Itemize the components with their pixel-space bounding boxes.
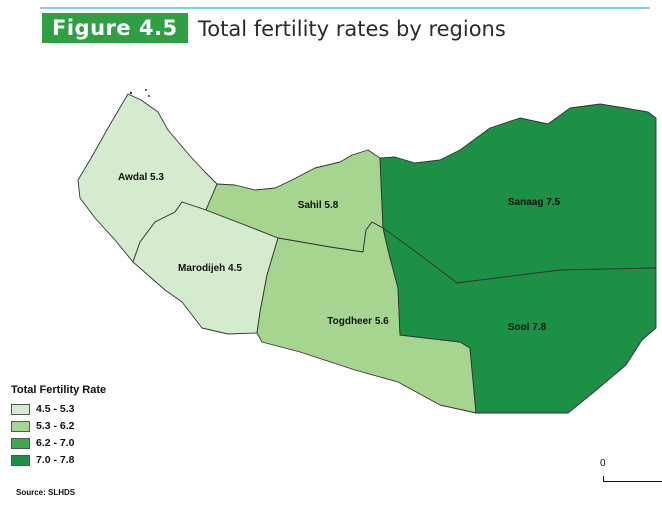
label-sahil: Sahil 5.8	[298, 200, 339, 211]
legend-label: 5.3 - 6.2	[36, 420, 75, 432]
legend-label: 7.0 - 7.8	[36, 454, 75, 466]
header-rule	[40, 7, 650, 9]
legend-label: 6.2 - 7.0	[36, 437, 75, 449]
legend-swatch	[11, 454, 30, 466]
island-dot	[129, 91, 133, 95]
island-dot	[148, 95, 150, 97]
label-awdal: Awdal 5.3	[118, 172, 164, 183]
region-sool[interactable]	[382, 227, 657, 414]
legend-swatch	[11, 437, 30, 449]
legend-swatch	[11, 403, 30, 415]
legend-item: 5.3 - 6.2	[11, 418, 106, 434]
legend-item: 7.0 - 7.8	[11, 452, 106, 468]
legend-item: 4.5 - 5.3	[11, 401, 106, 417]
label-sanaag: Sanaag 7.5	[508, 197, 561, 208]
map-legend: Total Fertility Rate 4.5 - 5.3 5.3 - 6.2…	[11, 384, 106, 469]
legend-swatch	[11, 420, 30, 432]
island-dot	[145, 89, 147, 91]
label-marodijeh: Marodijeh 4.5	[178, 263, 242, 274]
source-note: Source: SLHDS	[16, 488, 76, 497]
figure-number-badge: Figure 4.5	[42, 13, 188, 43]
label-togdheer: Togdheer 5.6	[327, 316, 389, 327]
legend-title: Total Fertility Rate	[11, 384, 107, 396]
scale-bar	[603, 476, 662, 482]
legend-item: 6.2 - 7.0	[11, 435, 106, 451]
label-sool: Sool 7.8	[508, 322, 547, 333]
figure-title: Total fertility rates by regions	[198, 17, 506, 41]
legend-label: 4.5 - 5.3	[36, 403, 75, 415]
scale-zero-label: 0	[600, 458, 606, 469]
